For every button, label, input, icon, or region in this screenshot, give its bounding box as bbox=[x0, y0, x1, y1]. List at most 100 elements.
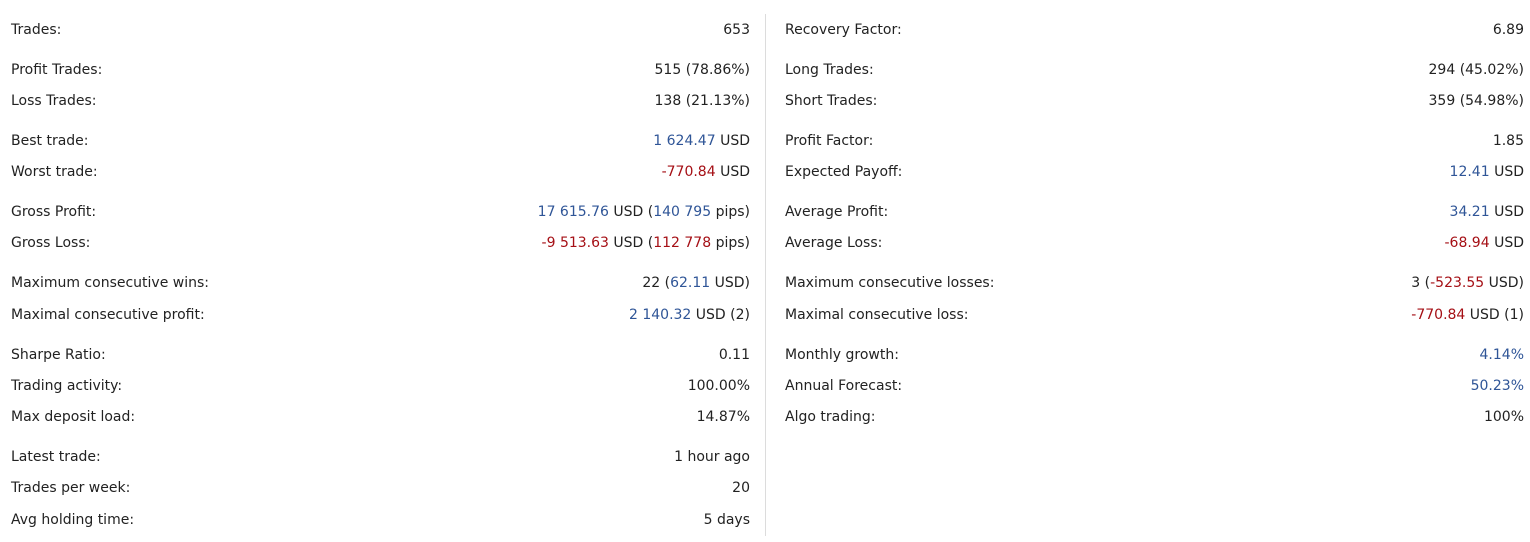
positive-amount: 12.41 bbox=[1449, 164, 1490, 180]
currency-unit: USD ( bbox=[608, 204, 654, 220]
stat-label: Loss Trades: bbox=[11, 93, 97, 109]
currency-unit: USD bbox=[1489, 164, 1524, 180]
stat-label: Maximum consecutive wins: bbox=[11, 275, 209, 291]
stat-value: 20 bbox=[732, 480, 750, 496]
stat-value: 17 615.76 USD (140 795 pips) bbox=[538, 202, 750, 222]
stat-label: Short Trades: bbox=[785, 93, 878, 109]
stat-value: 34.21 USD bbox=[1450, 202, 1524, 222]
stat-long-trades: Long Trades: 294 (45.02%) bbox=[785, 60, 1524, 80]
stat-label: Gross Loss: bbox=[11, 235, 91, 251]
stat-avg-holding-time: Avg holding time: 5 days bbox=[11, 510, 750, 530]
stat-maximal-consecutive-loss: Maximal consecutive loss: -770.84 USD (1… bbox=[785, 305, 1524, 325]
stat-label: Gross Profit: bbox=[11, 204, 97, 220]
pips-unit: pips) bbox=[711, 235, 750, 251]
stat-expected-payoff: Expected Payoff: 12.41 USD bbox=[785, 162, 1524, 182]
stat-value: 138 (21.13%) bbox=[654, 93, 750, 109]
pips-unit: pips) bbox=[711, 204, 750, 220]
count-prefix: 22 ( bbox=[642, 275, 671, 291]
stat-value: 1 624.47 USD bbox=[653, 131, 750, 151]
currency-unit: USD bbox=[715, 133, 750, 149]
stat-recovery-factor: Recovery Factor: 6.89 bbox=[785, 20, 1524, 40]
stat-short-trades: Short Trades: 359 (54.98%) bbox=[785, 91, 1524, 111]
stat-value: -9 513.63 USD (112 778 pips) bbox=[542, 233, 750, 253]
stat-label: Average Loss: bbox=[785, 235, 883, 251]
stat-max-consecutive-losses: Maximum consecutive losses: 3 (-523.55 U… bbox=[785, 273, 1524, 293]
stat-value: 653 bbox=[723, 22, 750, 38]
positive-amount: 2 140.32 bbox=[629, 307, 692, 323]
stats-right-column: Recovery Factor: 6.89 Long Trades: 294 (… bbox=[785, 0, 1524, 542]
stat-value: -770.84 USD (1) bbox=[1411, 305, 1524, 325]
stat-value: 100% bbox=[1483, 409, 1524, 425]
stat-best-trade: Best trade: 1 624.47 USD bbox=[11, 131, 750, 151]
count-prefix: 3 ( bbox=[1411, 275, 1431, 291]
stat-sharpe-ratio: Sharpe Ratio: 0.11 bbox=[11, 345, 750, 365]
stat-trading-activity: Trading activity: 100.00% bbox=[11, 376, 750, 396]
negative-amount: -770.84 bbox=[661, 164, 716, 180]
negative-amount: -770.84 bbox=[1411, 307, 1466, 323]
stat-label: Sharpe Ratio: bbox=[11, 347, 106, 363]
stat-label: Trades: bbox=[11, 22, 62, 38]
stat-label: Max deposit load: bbox=[11, 409, 136, 425]
stat-value: 359 (54.98%) bbox=[1428, 93, 1524, 109]
stat-profit-factor: Profit Factor: 1.85 bbox=[785, 131, 1524, 151]
stat-gross-loss: Gross Loss: -9 513.63 USD (112 778 pips) bbox=[11, 233, 750, 253]
stat-value: 1.85 bbox=[1492, 133, 1524, 149]
stat-label: Best trade: bbox=[11, 133, 89, 149]
stat-value: 5 days bbox=[703, 512, 750, 528]
stat-label: Avg holding time: bbox=[11, 512, 135, 528]
stat-average-profit: Average Profit: 34.21 USD bbox=[785, 202, 1524, 222]
stat-value: 22 (62.11 USD) bbox=[642, 273, 750, 293]
stat-value: 2 140.32 USD (2) bbox=[629, 305, 750, 325]
currency-suffix: USD) bbox=[710, 275, 750, 291]
stat-label: Maximum consecutive losses: bbox=[785, 275, 995, 291]
currency-suffix: USD (1) bbox=[1465, 307, 1524, 323]
positive-amount: 34.21 bbox=[1449, 204, 1490, 220]
stat-value: 100.00% bbox=[687, 378, 750, 394]
stat-label: Expected Payoff: bbox=[785, 164, 903, 180]
stat-value: 1 hour ago bbox=[674, 449, 750, 465]
positive-pips: 140 795 bbox=[653, 204, 712, 220]
stat-label: Annual Forecast: bbox=[785, 378, 903, 394]
stat-label: Trades per week: bbox=[11, 480, 131, 496]
stat-label: Maximal consecutive profit: bbox=[11, 307, 205, 323]
stat-value: 3 (-523.55 USD) bbox=[1411, 273, 1524, 293]
stat-average-loss: Average Loss: -68.94 USD bbox=[785, 233, 1524, 253]
stat-annual-forecast: Annual Forecast: 50.23% bbox=[785, 376, 1524, 396]
stat-value: 12.41 USD bbox=[1450, 162, 1524, 182]
stat-monthly-growth: Monthly growth: 4.14% bbox=[785, 345, 1524, 365]
stat-value: 6.89 bbox=[1492, 22, 1524, 38]
stat-trades: Trades: 653 bbox=[11, 20, 750, 40]
stat-value: -68.94 USD bbox=[1444, 233, 1524, 253]
stat-max-deposit-load: Max deposit load: 14.87% bbox=[11, 407, 750, 427]
positive-amount: 1 624.47 bbox=[653, 133, 716, 149]
stat-value: 50.23% bbox=[1470, 378, 1524, 394]
stat-label: Profit Trades: bbox=[11, 62, 103, 78]
stat-worst-trade: Worst trade: -770.84 USD bbox=[11, 162, 750, 182]
stat-label: Average Profit: bbox=[785, 204, 889, 220]
stat-latest-trade: Latest trade: 1 hour ago bbox=[11, 447, 750, 467]
currency-suffix: USD (2) bbox=[691, 307, 750, 323]
stat-trades-per-week: Trades per week: 20 bbox=[11, 478, 750, 498]
stat-label: Monthly growth: bbox=[785, 347, 899, 363]
stat-value: 294 (45.02%) bbox=[1428, 62, 1524, 78]
stat-algo-trading: Algo trading: 100% bbox=[785, 407, 1524, 427]
negative-amount: -523.55 bbox=[1430, 275, 1485, 291]
stat-value: 515 (78.86%) bbox=[654, 62, 750, 78]
stat-label: Maximal consecutive loss: bbox=[785, 307, 969, 323]
positive-amount: 62.11 bbox=[670, 275, 711, 291]
stat-label: Trading activity: bbox=[11, 378, 123, 394]
stat-value: 14.87% bbox=[696, 409, 750, 425]
currency-suffix: USD) bbox=[1484, 275, 1524, 291]
currency-unit: USD bbox=[1489, 204, 1524, 220]
stat-max-consecutive-wins: Maximum consecutive wins: 22 (62.11 USD) bbox=[11, 273, 750, 293]
column-divider bbox=[765, 14, 766, 536]
stat-value: 0.11 bbox=[718, 347, 750, 363]
stat-value: -770.84 USD bbox=[662, 162, 750, 182]
currency-unit: USD bbox=[1489, 235, 1524, 251]
currency-unit: USD ( bbox=[608, 235, 654, 251]
stat-label: Profit Factor: bbox=[785, 133, 874, 149]
stat-label: Long Trades: bbox=[785, 62, 874, 78]
stat-label: Worst trade: bbox=[11, 164, 98, 180]
negative-amount: -9 513.63 bbox=[541, 235, 609, 251]
stats-left-column: Trades: 653 Profit Trades: 515 (78.86%) … bbox=[11, 0, 750, 542]
